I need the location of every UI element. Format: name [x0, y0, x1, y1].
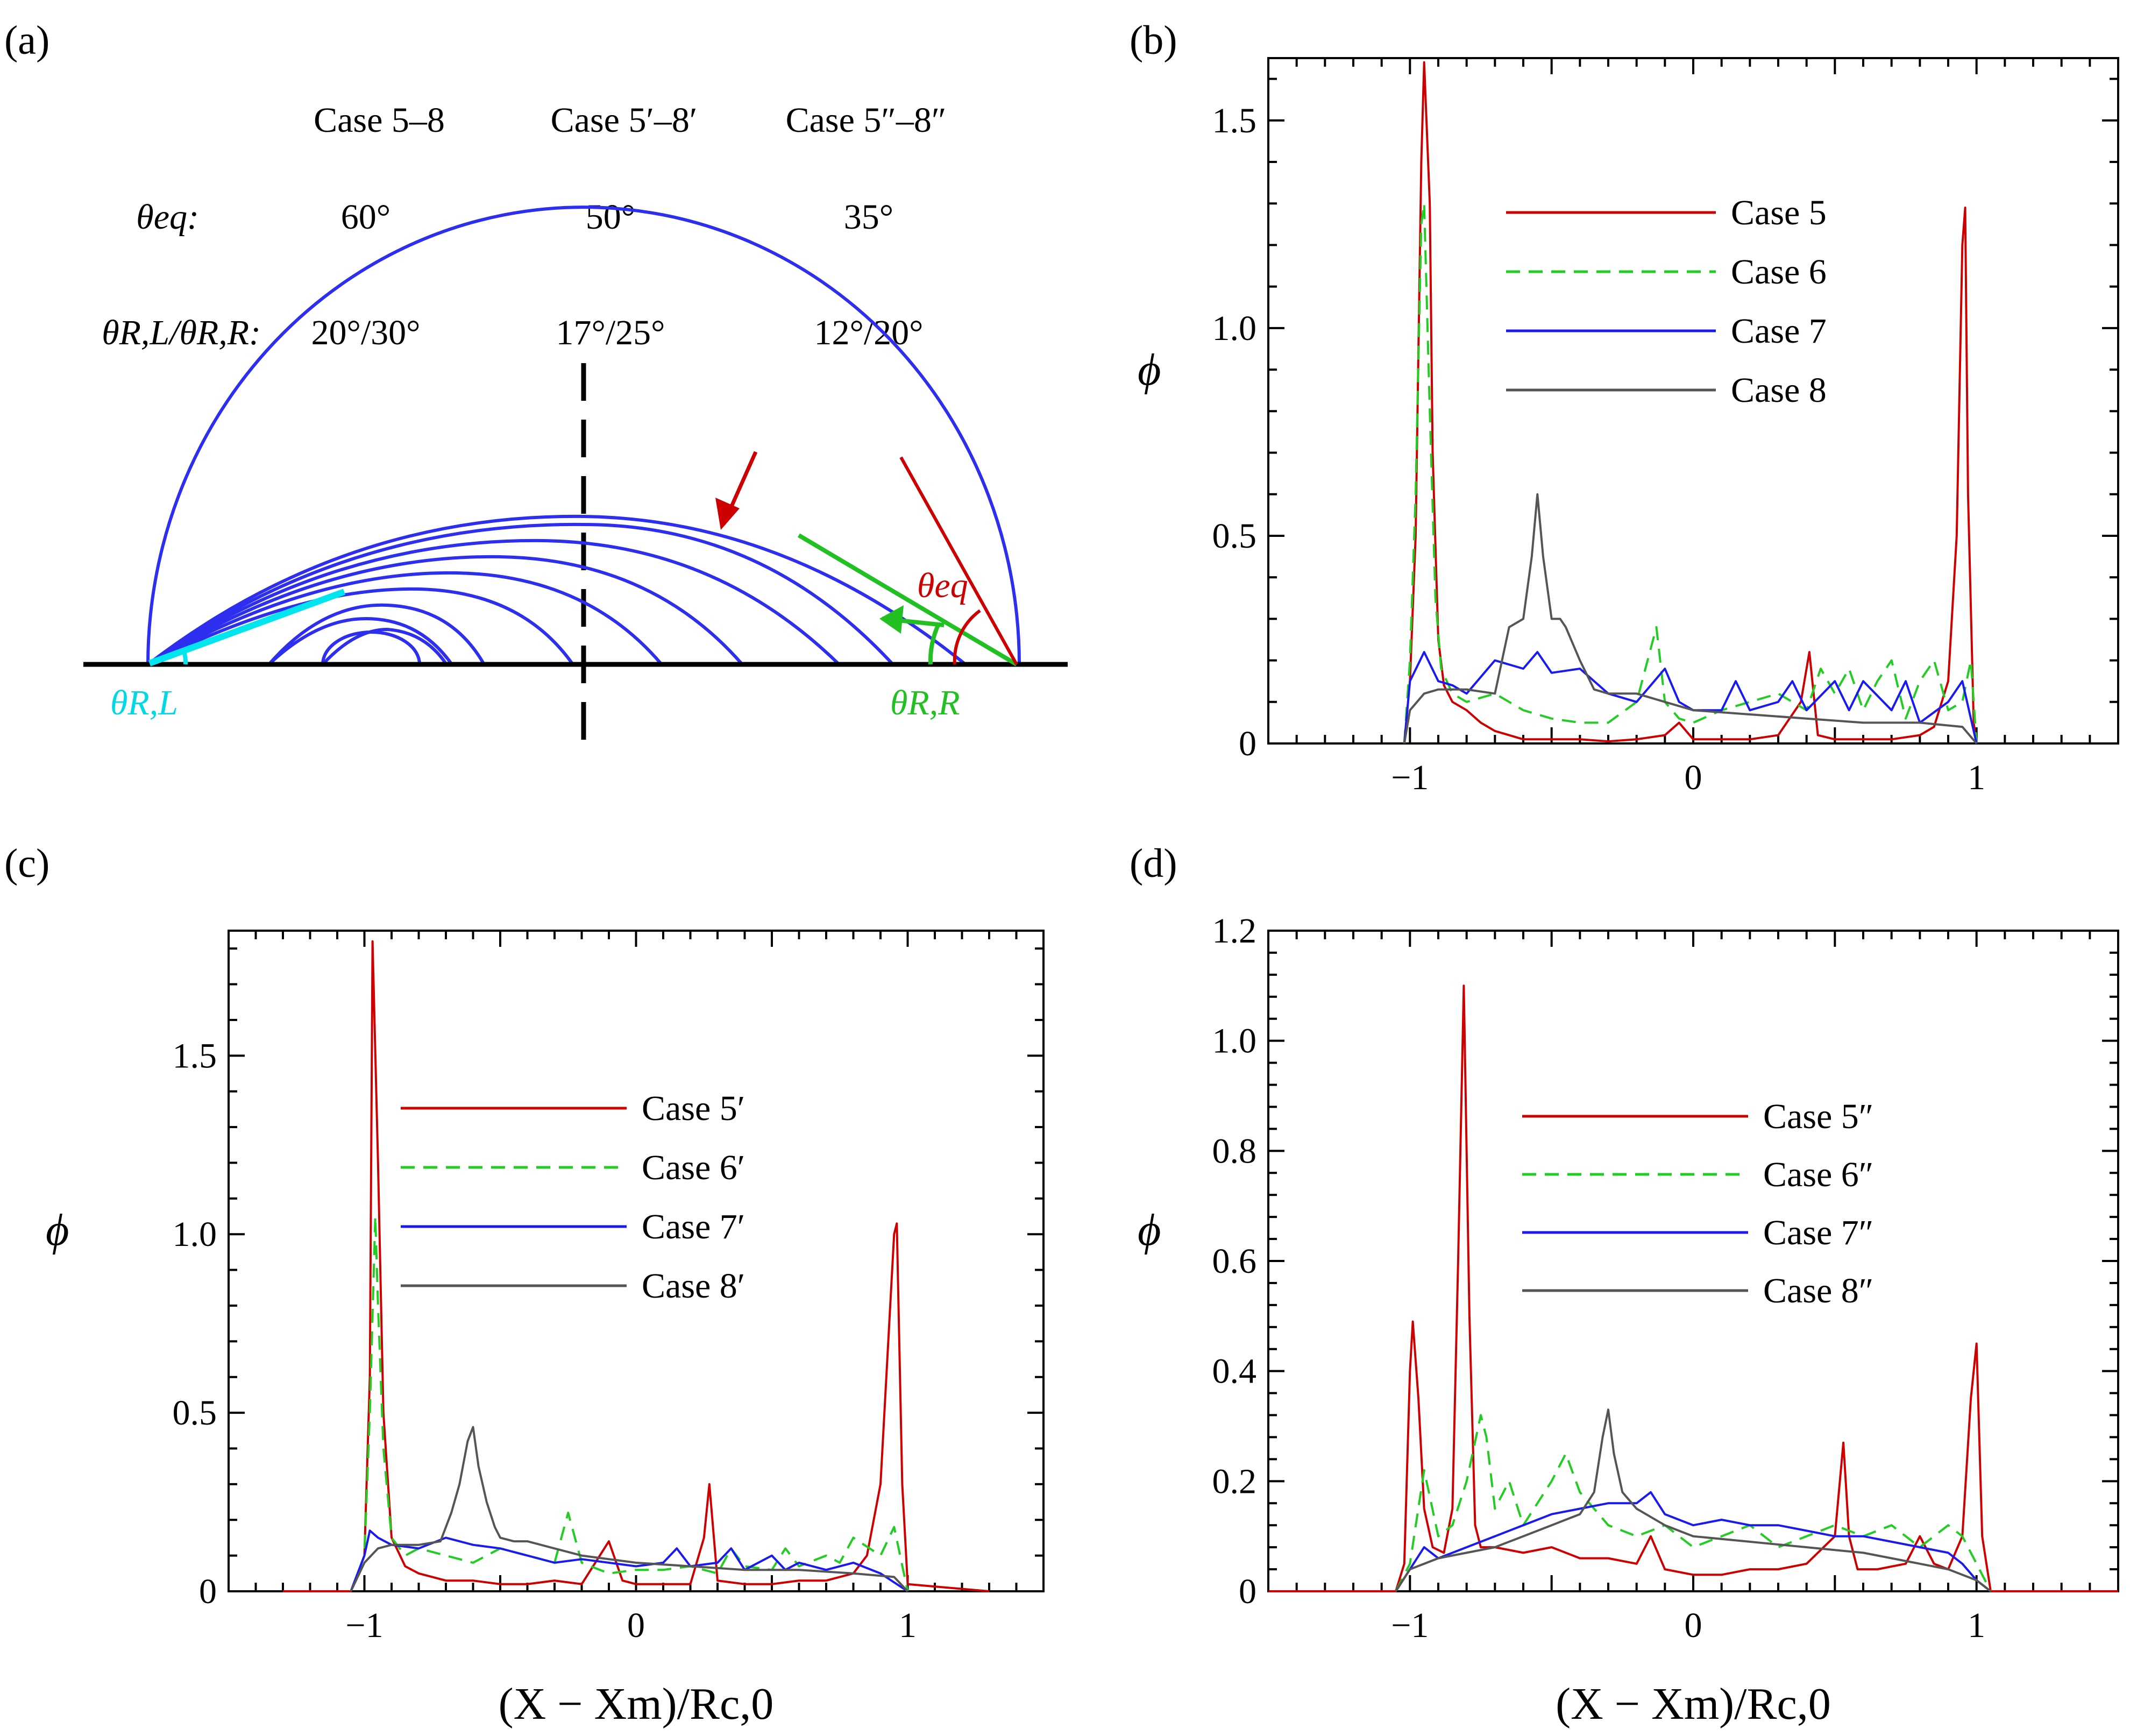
plot-frame [1267, 57, 2119, 745]
row-r-value-2: 17°/25° [556, 313, 665, 352]
legend-entry: Case 5′ [642, 1089, 745, 1128]
legend-entry: Case 7 [1731, 311, 1827, 351]
drop-profile-7 [267, 603, 486, 665]
legend-entry: Case 7′ [642, 1207, 745, 1246]
y-tick-label: 1.0 [1212, 309, 1257, 348]
y-tick-label: 0.5 [173, 1393, 217, 1433]
row-eq-value-3: 35° [844, 197, 893, 237]
header-case-5-8: Case 5–8 [314, 101, 445, 140]
series-line-7 [1403, 651, 1978, 744]
row-r-value-1: 20°/30° [311, 313, 420, 352]
x-tick-label: 1 [1968, 758, 1985, 797]
series-line-8 [1395, 1408, 1992, 1592]
legend-entry: Case 8 [1731, 371, 1827, 410]
drop-profile-8 [267, 617, 453, 666]
y-tick-label: 1.0 [1212, 1022, 1257, 1061]
plot-frame [1267, 930, 2119, 1592]
label-theta-eq: θeq [917, 566, 968, 605]
legend-entry: Case 6 [1731, 252, 1827, 292]
panel-b-chart: (b) −1 0 1 0 0.5 1.0 1.5 ϕ Case 5 Case 6 Case 7 Case… [1130, 18, 2119, 797]
drop-profile-2 [147, 522, 894, 666]
y-tick-label: 0.6 [1212, 1242, 1257, 1281]
x-tick-label: −1 [1391, 758, 1429, 797]
drop-profile-10 [321, 630, 421, 665]
legend-entry: Case 7″ [1763, 1213, 1873, 1252]
legend-entry: Case 5 [1731, 193, 1827, 232]
legend-entry: Case 5″ [1763, 1097, 1873, 1136]
panel-a: (a) Case 5–8 Case 5′–8′ Case 5″–8″ θeq: … [4, 18, 1068, 745]
drop-profile-4 [147, 555, 744, 666]
y-tick-label: 0 [199, 1572, 217, 1611]
y-tick-label: 0.4 [1212, 1352, 1257, 1391]
drop-profile-3 [147, 538, 841, 666]
y-tick-label: 1.2 [1212, 911, 1257, 951]
drop-profile-6 [147, 587, 574, 666]
series-line-6 [350, 1215, 909, 1592]
label-theta-rr: θR,R [890, 683, 960, 722]
drop-profile-5 [147, 571, 663, 666]
x-tick-label: −1 [345, 1606, 383, 1645]
left-angle-arc [181, 647, 188, 665]
y-axis-label: ϕ [1138, 1205, 1161, 1255]
row-eq-label: θeq: [136, 197, 199, 237]
series-line-5 [1268, 984, 2118, 1592]
droplet-profiles [146, 206, 1021, 666]
plot-frame [228, 930, 1045, 1592]
drop-profile-1 [147, 514, 967, 666]
panel-a-label: (a) [4, 18, 49, 63]
eq-angle-tangent [899, 456, 1018, 665]
legend-entry: Case 8′ [642, 1266, 745, 1306]
x-axis-label: (X − Xm)/Rc,0 [1556, 1679, 1831, 1729]
row-r-label: θR,L/θR,R: [102, 313, 261, 352]
y-tick-label: 1.0 [173, 1215, 217, 1254]
series-line-8 [350, 1426, 908, 1592]
series-line-6 [1403, 202, 1978, 744]
drop-profile-9 [321, 627, 448, 666]
y-tick-label: 0.2 [1212, 1462, 1257, 1501]
y-tick-label: 0.5 [1212, 516, 1257, 556]
header-case-5p-8p: Case 5′–8′ [551, 101, 698, 140]
row-eq-value-1: 60° [341, 197, 390, 237]
eq-angle-arc [953, 609, 981, 665]
y-axis-label: ϕ [46, 1205, 69, 1255]
right-angle-tangent [797, 533, 1018, 667]
panel-label: (c) [4, 841, 49, 886]
x-tick-label: −1 [1391, 1606, 1429, 1645]
legend-entry: Case 6″ [1763, 1155, 1873, 1194]
x-tick-label: 0 [1685, 1606, 1702, 1645]
y-tick-label: 1.5 [1212, 101, 1257, 140]
y-tick-label: 0 [1239, 724, 1256, 763]
legend-entry: Case 6′ [642, 1148, 745, 1187]
label-theta-rl: θR,L [110, 683, 178, 722]
panel-c-chart: (c) −1 0 1 0 0.5 1.0 1.5 ϕ (X − Xm)/Rc,0 Case 5′ Ca… [4, 841, 1045, 1729]
x-tick-label: 0 [627, 1606, 645, 1645]
series-line-6 [1395, 1414, 1992, 1592]
x-axis-label: (X − Xm)/Rc,0 [499, 1679, 774, 1729]
red-arrow-head [715, 498, 740, 530]
x-tick-label: 0 [1685, 758, 1702, 797]
series-line-8 [1403, 493, 1978, 745]
panel-d-chart: (d) −1 0 1 0 0.2 0.4 0.6 0.8 1.0 1.2 ϕ (X − Xm)/Rc,0… [1130, 841, 2119, 1729]
header-case-5pp-8pp: Case 5″–8″ [786, 101, 947, 140]
panel-label: (b) [1130, 18, 1177, 63]
x-tick-label: 1 [899, 1606, 917, 1645]
drop-profile-initial [146, 206, 1021, 665]
series-line-7 [350, 1529, 908, 1592]
panel-label: (d) [1130, 841, 1177, 886]
y-tick-label: 0.8 [1212, 1131, 1257, 1171]
y-tick-label: 0 [1239, 1572, 1256, 1611]
series-line-5 [1403, 61, 1978, 744]
x-tick-label: 1 [1968, 1606, 1985, 1645]
row-eq-value-2: 50° [586, 197, 635, 237]
y-axis-label: ϕ [1138, 345, 1161, 395]
series-line-7 [1395, 1491, 1992, 1592]
y-tick-label: 1.5 [173, 1036, 217, 1075]
right-arrow-head [879, 605, 904, 634]
right-angle-arc [928, 623, 941, 665]
series-line-5 [283, 940, 990, 1592]
legend-entry: Case 8″ [1763, 1271, 1873, 1310]
